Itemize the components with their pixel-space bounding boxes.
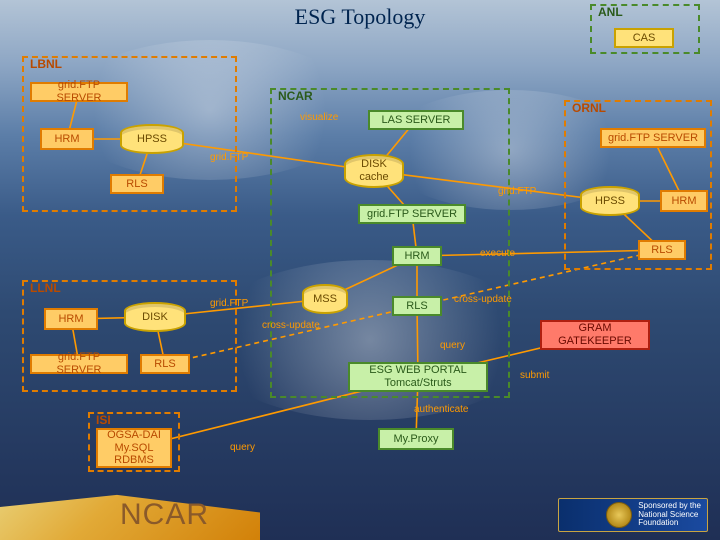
edge-label-15: authenticate xyxy=(414,404,469,415)
footer-ncar-logo: NCAR xyxy=(120,498,209,532)
node-ncar_mss: MSS xyxy=(302,284,348,314)
nsf-seal-icon xyxy=(606,502,632,528)
edge-label-14: submit xyxy=(520,370,549,381)
node-llnl_disk: DISK xyxy=(124,302,186,332)
edge-label-3: grid.FTP xyxy=(210,152,248,163)
group-label-ornl: ORNL xyxy=(570,101,608,115)
group-label-isi: ISI xyxy=(94,413,113,427)
node-llnl_srv: grid.FTP SERVER xyxy=(30,354,128,374)
edge-label-11: cross-update xyxy=(262,320,320,331)
node-isi_db: OGSA-DAI My.SQL RDBMS xyxy=(96,428,172,468)
edge-label-6: grid.FTP xyxy=(498,186,536,197)
group-label-ncar: NCAR xyxy=(276,89,315,103)
edge-label-16: query xyxy=(230,442,255,453)
nsf-text: Sponsored by the National Science Founda… xyxy=(638,502,701,528)
node-lbnl_hpss: HPSS xyxy=(120,124,184,154)
node-ornl_srv: grid.FTP SERVER xyxy=(600,128,706,148)
node-ncar_las: LAS SERVER xyxy=(368,110,464,130)
node-ncar_rls: RLS xyxy=(392,296,442,316)
node-ornl_hrm: HRM xyxy=(660,190,708,212)
node-gram: GRAM GATEKEEPER xyxy=(540,320,650,350)
edge-label-13: query xyxy=(440,340,465,351)
node-llnl_rls: RLS xyxy=(140,354,190,374)
node-ncar_portal: ESG WEB PORTAL Tomcat/Struts xyxy=(348,362,488,392)
edge-label-23: grid.FTP xyxy=(210,298,248,309)
edge-label-12: cross-update xyxy=(454,294,512,305)
node-ncar_disk: DISK cache xyxy=(344,154,404,188)
node-lbnl_rls: RLS xyxy=(110,174,164,194)
group-ncar: NCAR xyxy=(270,88,510,398)
nsf-sponsor-badge: Sponsored by the National Science Founda… xyxy=(558,498,708,532)
node-ncar_hrm: HRM xyxy=(392,246,442,266)
node-ornl_hpss: HPSS xyxy=(580,186,640,216)
edge-label-4: visualize xyxy=(300,112,338,123)
group-label-anl: ANL xyxy=(596,5,625,19)
group-label-lbnl: LBNL xyxy=(28,57,64,71)
node-lbnl_hrm: HRM xyxy=(40,128,94,150)
node-anl_cas: CAS xyxy=(614,28,674,48)
node-llnl_hrm: HRM xyxy=(44,308,98,330)
edge-label-10: execute xyxy=(480,248,515,259)
node-lbnl_srv: grid.FTP SERVER xyxy=(30,82,128,102)
node-ncar_myproxy: My.Proxy xyxy=(378,428,454,450)
group-label-llnl: LLNL xyxy=(28,281,63,295)
node-ncar_srv: grid.FTP SERVER xyxy=(358,204,466,224)
node-ornl_rls: RLS xyxy=(638,240,686,260)
